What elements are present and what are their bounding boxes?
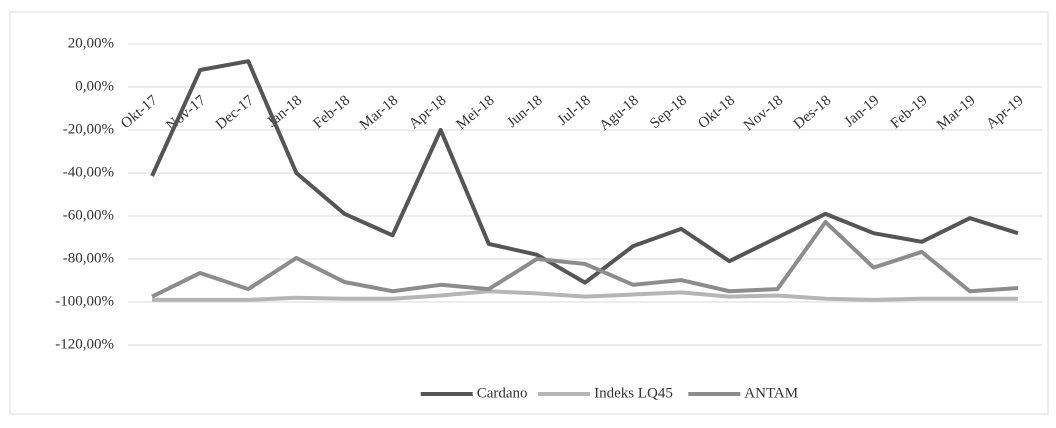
y-tick-label: 0,00% — [75, 78, 114, 94]
series-line — [150, 59, 1019, 285]
series-line — [152, 289, 1018, 302]
y-tick-label: -40,00% — [63, 164, 114, 180]
x-tick-label: Apr-19 — [983, 92, 1026, 132]
y-tick-label: -80,00% — [63, 250, 114, 266]
legend-label: Cardano — [477, 385, 528, 401]
x-tick-label: Jan-19 — [841, 92, 882, 130]
x-tick-label: Agu-18 — [596, 92, 641, 134]
x-tick-label: Feb-18 — [310, 92, 353, 132]
x-tick-label: Jun-18 — [504, 92, 546, 131]
legend-label: Indeks LQ45 — [594, 385, 673, 401]
y-tick-label: -100,00% — [55, 293, 114, 309]
x-tick-label: Apr-18 — [406, 92, 449, 132]
y-tick-label: 20,00% — [68, 35, 114, 51]
x-tick-label: Okt-17 — [118, 92, 161, 132]
y-tick-label: -120,00% — [55, 336, 114, 352]
x-tick-label: Des-18 — [791, 92, 834, 132]
legend-label: ANTAM — [744, 385, 798, 401]
series-line — [151, 220, 1019, 299]
x-tick-label: Mar-19 — [934, 92, 979, 133]
x-tick-label: Okt-18 — [695, 92, 738, 132]
x-tick-label: Jul-18 — [555, 92, 594, 128]
x-tick-label: Feb-19 — [888, 92, 931, 132]
y-tick-label: -20,00% — [63, 121, 114, 137]
x-tick-label: Dec-17 — [213, 92, 257, 133]
x-tick-label: Mar-18 — [357, 92, 402, 133]
x-tick-label: Sep-18 — [647, 92, 690, 132]
x-tick-label: Mei-18 — [453, 92, 497, 133]
x-tick-label: Nov-18 — [741, 92, 786, 134]
chart-frame — [9, 11, 1049, 415]
y-tick-label: -60,00% — [63, 207, 114, 223]
